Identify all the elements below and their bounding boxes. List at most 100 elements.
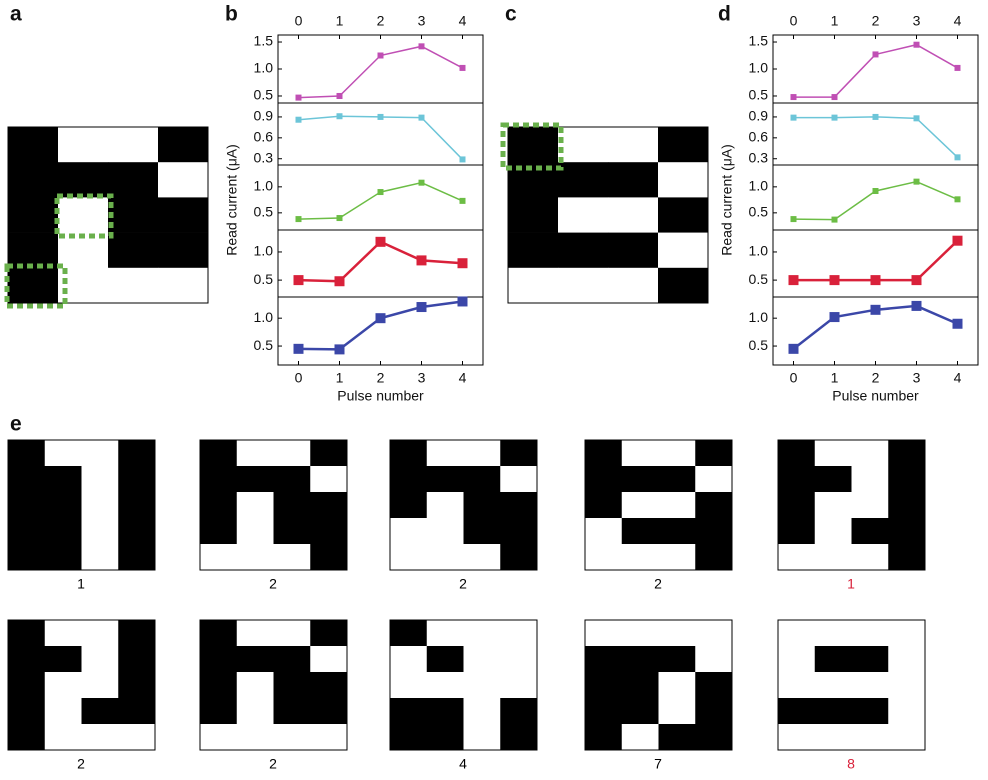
- pixel-cell: [273, 698, 311, 725]
- pixel-cell: [463, 724, 501, 751]
- pixel-cell: [500, 466, 538, 493]
- y-tick-label: 0.6: [749, 129, 769, 145]
- pixel-frame: [7, 439, 156, 571]
- grid-caption: 2: [654, 576, 662, 592]
- pixel-cell: [236, 440, 274, 467]
- pixel-cell: [814, 544, 852, 571]
- pixel-cell: [508, 127, 559, 163]
- pixel-cell: [118, 724, 156, 751]
- pixel-cell: [273, 620, 311, 647]
- pixel-cell: [81, 518, 119, 545]
- y-tick-label: 0.6: [254, 129, 274, 145]
- data-point: [829, 275, 840, 286]
- pixel-cell: [814, 620, 852, 647]
- pixel-cell: [158, 197, 209, 233]
- x-axis-label: Pulse number: [832, 388, 919, 404]
- pixel-cell: [8, 127, 59, 163]
- pixel-cell: [200, 672, 238, 699]
- pixel-cell: [778, 724, 816, 751]
- pixel-cell: [778, 620, 816, 647]
- pixel-cell: [118, 672, 156, 699]
- pixel-cell: [658, 127, 709, 163]
- pixel-cell: [426, 492, 464, 519]
- x-tick-label: 3: [913, 370, 921, 386]
- panel-label: a: [10, 3, 22, 26]
- pixel-cell: [200, 518, 238, 545]
- pixel-cell: [158, 127, 209, 163]
- pixel-cell: [108, 232, 159, 269]
- pixel-cell: [621, 544, 659, 571]
- pixel-cell: [8, 466, 46, 493]
- pixel-cell: [81, 466, 119, 493]
- pixel-cell: [608, 127, 659, 163]
- data-point: [295, 116, 302, 123]
- pixel-cell: [695, 620, 733, 647]
- data-point: [829, 312, 840, 323]
- pixel-cell: [463, 440, 501, 467]
- pixel-cell: [658, 440, 696, 467]
- pixel-cell: [390, 492, 428, 519]
- data-point: [293, 343, 304, 354]
- pixel-cell: [390, 544, 428, 571]
- series-line: [793, 180, 958, 221]
- pixel-cell: [658, 646, 696, 673]
- data-point: [457, 296, 468, 307]
- pixel-cell: [621, 698, 659, 725]
- pixel-cell: [44, 672, 82, 699]
- data-point: [416, 255, 427, 266]
- data-point: [911, 275, 922, 286]
- pixel-cell: [888, 466, 926, 493]
- pixel-cell: [118, 646, 156, 673]
- pixel-cell: [390, 466, 428, 493]
- pixel-cell: [500, 672, 538, 699]
- pixel-cell: [390, 440, 428, 467]
- data-point: [913, 115, 920, 122]
- data-point: [790, 216, 797, 223]
- pixel-cell: [814, 646, 852, 673]
- y-tick-label: 1.0: [254, 60, 274, 76]
- series-line: [298, 115, 464, 160]
- series-line: [298, 181, 463, 220]
- data-point: [954, 64, 961, 71]
- pixel-cell: [500, 698, 538, 725]
- pixel-cell: [310, 672, 348, 699]
- y-tick-label: 0.3: [749, 149, 769, 165]
- pixel-cell: [585, 544, 623, 571]
- pixel-cell: [508, 232, 559, 269]
- data-point: [336, 215, 343, 222]
- pixel-cell: [778, 646, 816, 673]
- pixel-cell: [814, 518, 852, 545]
- y-tick-label: 0.9: [254, 108, 274, 124]
- pixel-cell: [8, 646, 46, 673]
- y-tick-label: 0.3: [254, 149, 274, 165]
- y-tick-label: 1.0: [254, 309, 274, 325]
- pixel-cell: [585, 672, 623, 699]
- data-point: [459, 197, 466, 204]
- data-point: [790, 94, 797, 101]
- grid-caption: 4: [459, 756, 467, 772]
- y-tick-label: 0.5: [749, 271, 769, 287]
- pixel-cell: [58, 127, 109, 163]
- pixel-cell: [8, 440, 46, 467]
- y-tick-label: 0.5: [254, 204, 274, 220]
- pixel-cell: [814, 492, 852, 519]
- pixel-cell: [81, 492, 119, 519]
- y-tick-label: 1.0: [749, 309, 769, 325]
- pixel-cell: [44, 646, 82, 673]
- pixel-cell: [658, 492, 696, 519]
- pixel-cell: [236, 518, 274, 545]
- pixel-cell: [695, 492, 733, 519]
- pixel-cell: [81, 440, 119, 467]
- subplot-frame: [772, 34, 979, 104]
- pixel-cell: [58, 162, 109, 198]
- pixel-cell: [621, 492, 659, 519]
- pixel-cell: [658, 267, 709, 304]
- x-tick-label: 4: [459, 370, 467, 386]
- pixel-cell: [695, 646, 733, 673]
- pixel-cell: [778, 698, 816, 725]
- pixel-cell: [236, 646, 274, 673]
- highlight-box: [500, 122, 564, 171]
- pixel-cell: [236, 492, 274, 519]
- pixel-cell: [81, 698, 119, 725]
- pixel-cell: [426, 440, 464, 467]
